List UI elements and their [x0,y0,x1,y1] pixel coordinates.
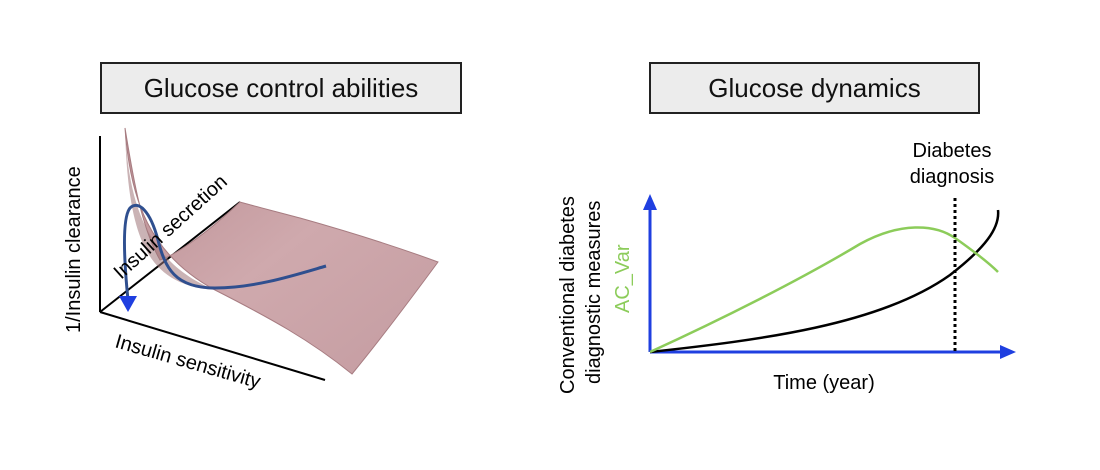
depth-axis [99,201,241,313]
insulin-surface [124,127,439,375]
glucose-trajectory [123,203,327,301]
glucose-dynamics-title: Glucose dynamics [649,62,980,114]
y-axis-arrowhead [643,194,657,210]
horizontal-axis [99,311,326,381]
surface-underside [125,128,215,290]
xlabel-time: Time (year) [773,372,874,394]
annotation-diagnosis: diagnosis [910,166,995,188]
ylabel-diagnostic: diagnostic measures [583,201,605,384]
ylabel-conventional: Conventional diabetes [557,196,579,394]
axis-label-insulin-sensitivity: Insulin sensitivity [113,331,263,394]
ylabel-ac-var: AC_Var [612,244,634,313]
annotation-diabetes: Diabetes [913,140,992,162]
axis-label-insulin-clearance: 1/Insulin clearance [63,166,85,333]
left-3d-axes [99,136,326,381]
trajectory-arrowhead [119,296,137,312]
ac-var-curve [649,226,999,354]
conventional-measure-curve [649,209,1000,354]
x-axis-arrowhead [1000,345,1016,359]
right-axes [643,194,1016,359]
glucose-control-title: Glucose control abilities [100,62,462,114]
